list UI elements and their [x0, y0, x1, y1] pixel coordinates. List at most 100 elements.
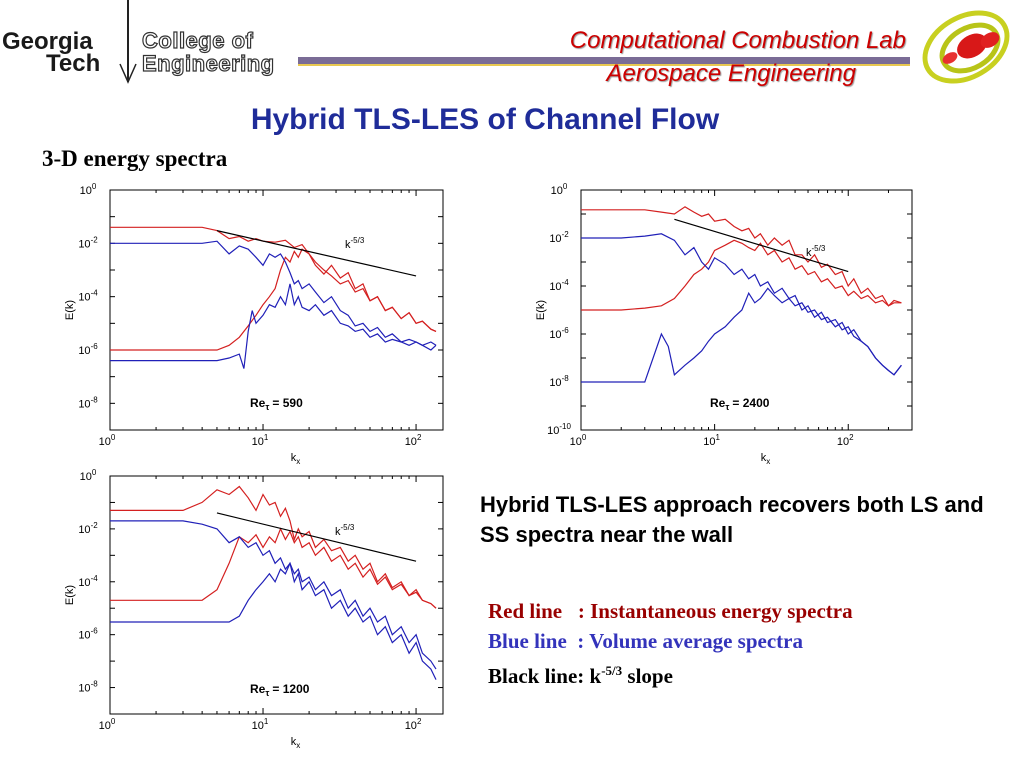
y-tick-label: 10-4	[78, 574, 98, 589]
legend-black-exp: -5/3	[601, 663, 623, 678]
y-tick-label: 10-10	[547, 422, 571, 437]
plot-frame	[109, 475, 444, 715]
y-tick-exp: -4	[91, 289, 99, 298]
y-tick-label: 10-6	[78, 342, 98, 357]
reynolds-annotation: Reτ = 590	[250, 396, 303, 412]
y-axis-label: E(k)	[64, 300, 76, 320]
reynolds-annotation: Reτ = 1200	[250, 682, 310, 698]
spectrum-chart-1: 100 101 10210010-210-410-610-8kxE(k)k-5/3R…	[64, 182, 444, 466]
legend-black-label: Black line:	[488, 664, 585, 688]
x-axis-label: kx	[291, 736, 301, 750]
line-legend: Red line : Instantaneous energy spectra …	[488, 596, 853, 691]
x-tick-exp: 2	[417, 433, 422, 442]
y-tick-label: 100	[80, 182, 97, 197]
lab-emblem-icon	[922, 10, 1010, 84]
slope-label: k-5/3	[345, 236, 365, 251]
logo-divider-icon	[119, 0, 137, 84]
legend-red-label: Red line	[488, 599, 563, 623]
y-tick-exp: -6	[562, 326, 570, 335]
y-tick-label: 100	[80, 468, 97, 483]
y-tick-label: 10-2	[549, 230, 569, 245]
reynolds-annotation-value: = 1200	[272, 682, 309, 696]
series-blue-line	[110, 283, 437, 369]
header-rule-accent	[298, 64, 910, 66]
lab-name: Computational Combustion Lab	[569, 27, 906, 54]
x-axis-label: kx	[291, 452, 301, 466]
y-axis-label: E(k)	[64, 585, 76, 605]
x-tick-exp: 2	[849, 433, 854, 442]
y-tick-exp: -6	[91, 627, 99, 636]
x-axis-label-sub: x	[296, 457, 300, 466]
department-name: Aerospace Engineering	[606, 60, 856, 87]
x-tick-label: 102	[405, 433, 422, 448]
x-tick-label: 102	[837, 433, 854, 448]
legend-blue-line: Blue line : Volume average spectra	[488, 626, 853, 656]
x-tick-exp: 1	[264, 717, 269, 726]
y-axis-label: E(k)	[535, 300, 547, 320]
logo-georgia-text: Georgia	[2, 28, 93, 55]
series-blue-line	[110, 561, 437, 670]
x-axis-label-sub: x	[766, 457, 770, 466]
legend-black-text: slope	[627, 664, 673, 688]
y-tick-exp: -6	[91, 342, 99, 351]
plot-frame	[580, 189, 913, 431]
x-tick-exp: 0	[111, 433, 116, 442]
y-tick-label: 10-8	[78, 680, 98, 695]
logo-tech-text: Tech	[46, 50, 101, 77]
y-tick-label: 10-6	[549, 326, 569, 341]
x-tick-label: 100	[99, 433, 116, 448]
plot-frame	[109, 189, 444, 431]
x-axis-label-sub: x	[296, 741, 300, 750]
logo-college-text: College of	[141, 28, 254, 53]
series-blue-line	[110, 520, 437, 680]
x-tick-exp: 0	[111, 717, 116, 726]
y-tick-exp: 0	[92, 182, 97, 191]
y-tick-label: 10-2	[78, 521, 98, 536]
y-tick-exp: 0	[92, 468, 97, 477]
x-tick-label: 100	[99, 717, 116, 732]
x-tick-label: 102	[405, 717, 422, 732]
y-tick-exp: -8	[562, 374, 570, 383]
legend-black-base: k	[589, 664, 602, 688]
x-tick-label: 101	[252, 433, 269, 448]
series-blue-line	[581, 287, 902, 383]
slide-subtitle: 3-D energy spectra	[42, 146, 228, 171]
slope-label: k-5/3	[335, 523, 355, 538]
legend-red-text: : Instantaneous energy spectra	[577, 599, 853, 623]
y-tick-label: 10-8	[549, 374, 569, 389]
slope-label-exp: -5/3	[351, 236, 365, 245]
georgia-tech-logo: Georgia Tech College of Engineering	[2, 0, 302, 88]
legend-blue-label: Blue line	[488, 629, 567, 653]
y-tick-exp: -8	[91, 395, 99, 404]
y-tick-exp: -10	[559, 422, 571, 431]
x-tick-exp: 0	[582, 433, 587, 442]
y-tick-label: 10-6	[78, 627, 98, 642]
spectrum-chart-2: 100 101 10210010-210-410-610-810-10kxE(k)k…	[535, 182, 913, 466]
x-tick-exp: 1	[264, 433, 269, 442]
y-tick-exp: -2	[91, 521, 99, 530]
x-tick-label: 101	[703, 433, 720, 448]
series-blue-line	[110, 240, 437, 346]
slide-title: Hybrid TLS-LES of Channel Flow	[250, 103, 720, 136]
slope-reference-line	[216, 230, 417, 277]
series-red-line	[581, 206, 902, 307]
header-rule	[298, 57, 910, 64]
reynolds-annotation-sub: τ	[265, 402, 269, 412]
slope-reference-line	[674, 218, 849, 273]
description-text: Hybrid TLS-LES approach recovers both LS…	[480, 492, 984, 547]
y-tick-exp: -4	[91, 574, 99, 583]
series-red-line	[110, 527, 437, 609]
y-tick-exp: 0	[563, 182, 568, 191]
spectrum-chart-3: 100 101 10210010-210-410-610-8kxE(k)k-5/3R…	[64, 468, 444, 750]
slope-reference-line	[216, 512, 417, 562]
reynolds-annotation-value: = 590	[272, 396, 303, 410]
y-tick-label: 10-8	[78, 395, 98, 410]
y-tick-label: 10-4	[78, 289, 98, 304]
y-tick-label: 10-2	[78, 235, 98, 250]
slope-label-exp: -5/3	[812, 244, 826, 253]
x-tick-exp: 1	[716, 433, 721, 442]
y-tick-exp: -8	[91, 680, 99, 689]
series-blue-line	[581, 233, 902, 376]
series-red-line	[110, 248, 437, 351]
slope-label-exp: -5/3	[341, 523, 355, 532]
